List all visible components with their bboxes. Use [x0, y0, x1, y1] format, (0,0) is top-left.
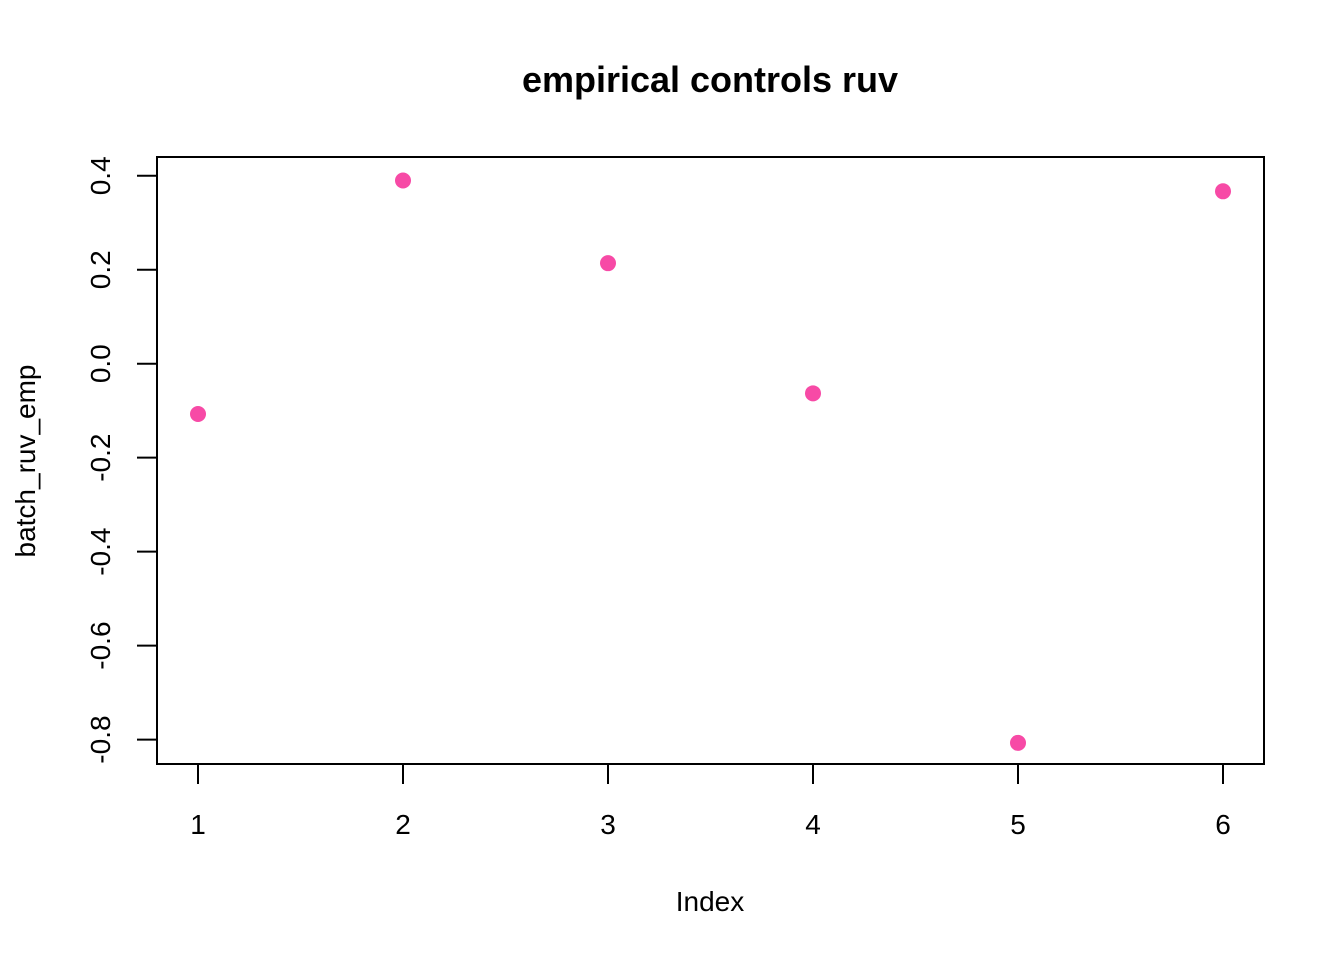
chart-title: empirical controls ruv [522, 59, 898, 100]
y-axis: -0.8 -0.6 -0.4 -0.2 0.0 0.2 0.4 [85, 156, 158, 764]
x-axis-label: Index [676, 886, 745, 917]
data-point [395, 172, 411, 189]
y-axis-label: batch_ruv_emp [10, 364, 41, 557]
y-tick-label: -0.2 [85, 434, 116, 482]
y-tick-label: 0.0 [85, 344, 116, 383]
data-point [805, 385, 821, 402]
x-tick-label: 6 [1215, 809, 1231, 840]
x-tick-label: 2 [395, 809, 411, 840]
data-point [1010, 734, 1026, 751]
data-point [1215, 183, 1231, 200]
x-tick-label: 1 [190, 809, 206, 840]
data-point [190, 405, 206, 422]
x-tick-label: 4 [805, 809, 821, 840]
x-axis: 1 2 3 4 5 6 [190, 763, 1231, 840]
x-tick-label: 3 [600, 809, 616, 840]
y-tick-label: 0.4 [85, 156, 116, 195]
x-tick-label: 5 [1010, 809, 1026, 840]
y-tick-label: -0.8 [85, 715, 116, 763]
data-points [190, 172, 1231, 751]
data-point [600, 255, 616, 272]
plot-frame [156, 156, 1265, 765]
y-tick-label: -0.4 [85, 528, 116, 576]
y-tick-label: 0.2 [85, 250, 116, 289]
y-tick-label: -0.6 [85, 621, 116, 669]
